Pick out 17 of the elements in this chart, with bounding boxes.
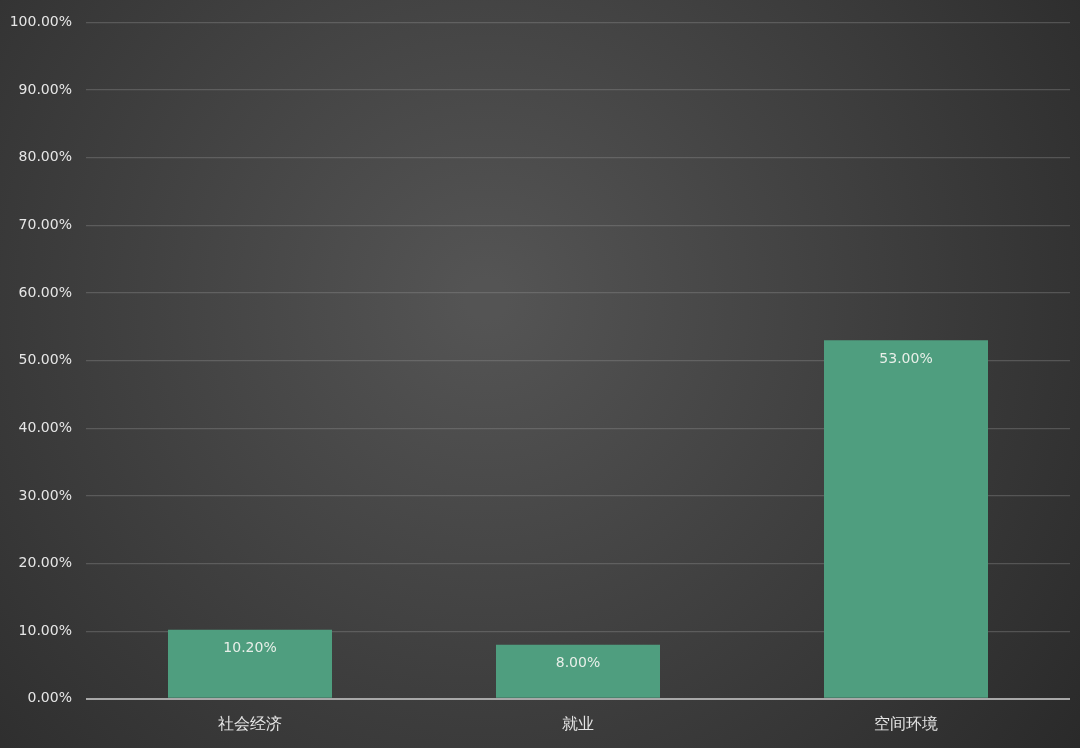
y-tick-label: 0.00% xyxy=(27,689,72,706)
y-tick-label: 40.00% xyxy=(18,418,72,435)
y-tick-label: 10.00% xyxy=(18,621,72,638)
y-tick-label: 100.00% xyxy=(9,13,72,30)
data-label: 53.00% xyxy=(879,349,933,366)
y-tick-label: 80.00% xyxy=(18,148,72,165)
y-tick-label: 60.00% xyxy=(18,283,72,300)
data-label: 10.20% xyxy=(223,639,277,656)
x-tick-label: 就业 xyxy=(562,713,594,733)
y-tick-label: 20.00% xyxy=(18,554,72,571)
y-tick-label: 50.00% xyxy=(18,351,72,368)
x-tick-label: 空间环境 xyxy=(874,713,938,733)
data-label: 8.00% xyxy=(555,654,601,671)
x-tick-label: 社会经济 xyxy=(218,713,282,733)
y-tick-label: 30.00% xyxy=(18,486,72,503)
y-tick-label: 90.00% xyxy=(18,80,72,97)
y-tick-label: 70.00% xyxy=(18,215,72,232)
